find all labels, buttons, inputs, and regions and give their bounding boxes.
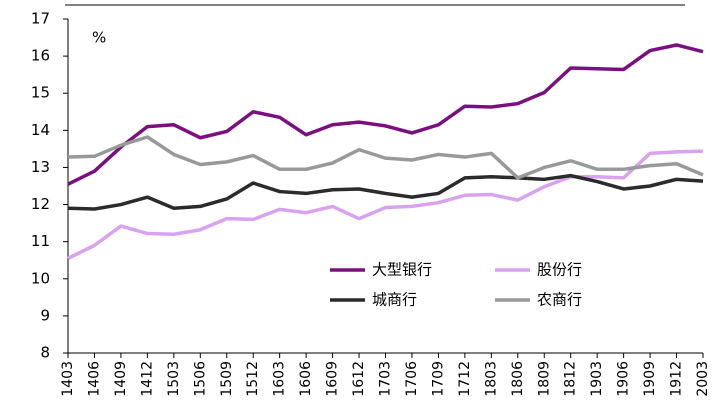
x-tick-label: 1812 bbox=[563, 361, 579, 397]
unit-annotation: % bbox=[92, 29, 106, 47]
y-tick-label: 17 bbox=[31, 10, 50, 28]
line-series bbox=[67, 173, 704, 211]
x-tick-label: 1903 bbox=[589, 361, 605, 397]
line-series bbox=[67, 149, 704, 260]
x-tick-label: 1703 bbox=[378, 361, 394, 397]
x-tick-label: 1509 bbox=[219, 361, 235, 397]
x-tick-label: 1912 bbox=[669, 361, 685, 397]
y-tick-label: 16 bbox=[31, 47, 50, 65]
x-tick-label: 1512 bbox=[245, 361, 261, 397]
x-tick-label: 1412 bbox=[139, 361, 155, 397]
y-tick-label: 8 bbox=[40, 344, 50, 362]
legend-label: 股份行 bbox=[537, 261, 582, 279]
y-tick-label: 9 bbox=[40, 306, 50, 324]
x-tick-label: 1806 bbox=[510, 361, 526, 397]
x-tick-label: 1712 bbox=[457, 361, 473, 397]
x-tick-label: 1706 bbox=[404, 361, 420, 397]
y-tick-label: 10 bbox=[31, 269, 50, 287]
x-tick-label: 1503 bbox=[166, 361, 182, 397]
x-tick-label: 1909 bbox=[642, 361, 658, 397]
x-tick-label: 1506 bbox=[192, 361, 208, 397]
legend-label: 大型银行 bbox=[372, 261, 432, 279]
x-tick-label: 1809 bbox=[536, 361, 552, 397]
y-tick-label: 12 bbox=[31, 195, 50, 213]
y-tick-label: 15 bbox=[31, 84, 50, 102]
y-tick-label: 11 bbox=[31, 232, 50, 250]
x-tick-label: 1709 bbox=[430, 361, 446, 397]
x-tick-label: 1609 bbox=[325, 361, 341, 397]
y-tick-label: 14 bbox=[31, 121, 50, 139]
x-tick-label: 1409 bbox=[113, 361, 129, 397]
legend-label: 城商行 bbox=[372, 291, 417, 309]
x-tick-label: 1906 bbox=[616, 361, 632, 397]
x-tick-label: 1403 bbox=[60, 361, 76, 397]
y-tick-label: 13 bbox=[31, 158, 50, 176]
x-tick-label: 1606 bbox=[298, 361, 314, 397]
x-tick-label: 1603 bbox=[272, 361, 288, 397]
line-series bbox=[67, 43, 704, 186]
legend-label: 农商行 bbox=[537, 291, 582, 309]
x-tick-label: 1612 bbox=[351, 361, 367, 397]
x-tick-label: 1406 bbox=[86, 361, 102, 397]
line-series bbox=[67, 135, 704, 180]
x-tick-label: 1803 bbox=[483, 361, 499, 397]
x-tick-label: 2003 bbox=[695, 361, 711, 397]
